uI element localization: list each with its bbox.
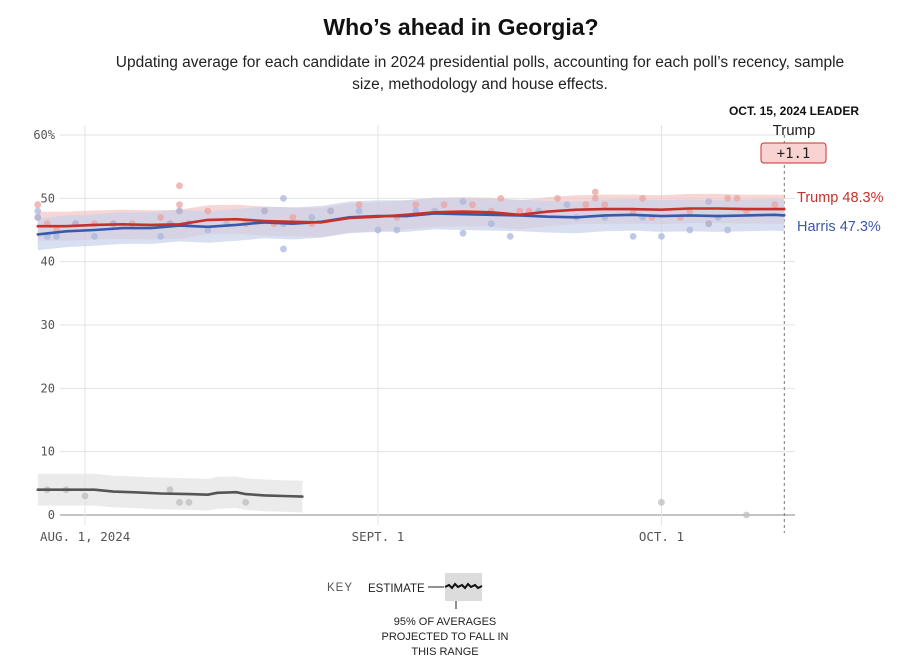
y-tick-label: 60% [33,128,55,142]
poll-dot-trump [497,194,505,202]
poll-dot-trump [412,201,420,209]
chart-title: Who’s ahead in Georgia? [323,14,599,40]
key-legend: KEY ESTIMATE 95% OF AVERAGES PROJECTED TO F… [327,573,509,658]
poll-dot-other [81,492,89,500]
poll-dot-trump [733,194,741,202]
y-tick-label: 30 [41,318,55,332]
poll-dot-trump [355,201,363,209]
average-line-trump [36,207,786,228]
x-tick-label: SEPT. 1 [352,529,405,544]
poll-dot-trump [176,201,183,209]
key-estimate-line [444,582,483,590]
y-tick-label: 20 [41,381,55,395]
poll-dot-trump [554,194,561,202]
band-layer [37,193,785,513]
leader-margin-badge [760,142,827,164]
poll-dot-harris [53,232,61,240]
harris-end-label: Harris 47.3% [797,219,881,235]
poll-dot-trump [639,194,646,202]
grid-layer [60,125,795,533]
key-range-note-line: THIS RANGE [411,646,478,658]
average-lines-layer [36,207,786,498]
poll-dot-harris [705,198,713,205]
chart-subtitle: Updating average for each candidate in 2… [115,54,845,93]
poll-dot-harris [327,207,335,215]
poll-dot-trump [582,201,590,209]
poll-dot-harris [459,198,467,205]
poll-dot-harris [506,232,514,240]
poll-dot-trump [601,201,609,209]
poll-dot-trump [516,207,524,215]
key-range-note-line: 95% OF AVERAGES [394,616,497,628]
poll-dot-harris [280,245,287,253]
key-range-note-line: PROJECTED TO FALL IN [382,631,509,643]
poll-dot-harris [34,213,42,221]
poll-dot-trump [591,194,599,202]
poll-dot-harris [724,226,731,234]
y-tick-label: 50 [41,191,55,205]
poll-dot-harris [686,226,694,234]
poll-dot-harris [705,220,713,228]
poll-dot-trump [176,182,183,190]
poll-dot-harris [176,207,183,215]
poll-dot-trump [724,194,731,202]
poll-dots-layer [34,182,779,519]
poll-dot-harris [34,207,42,215]
poll-dot-other [176,498,183,506]
poll-dot-other [658,498,665,506]
poll-dot-harris [157,232,165,240]
y-tick-label: 40 [41,255,55,269]
poll-dot-trump [469,201,476,209]
poll-dot-other [166,486,174,494]
key-label: KEY [327,582,353,594]
poll-dot-other [185,498,193,506]
average-line-other [36,488,304,498]
poll-dot-harris [459,229,467,237]
poll-dot-harris [563,201,571,209]
trump-end-label: Trump 48.3% [797,190,884,206]
poll-dot-trump [440,201,448,209]
poll-dot-harris [658,232,665,240]
x-tick-label: OCT. 1 [639,529,684,544]
leader-margin-value: +1.1 [777,146,811,162]
confidence-band-harris [37,197,785,251]
poll-dot-harris [629,232,637,240]
poll-dot-harris [261,207,268,215]
poll-dot-harris [308,213,316,221]
x-tick-label: AUG. 1, 2024 [40,529,130,544]
poll-dot-harris [374,226,382,234]
leader-heading: OCT. 15, 2024 LEADER [729,104,859,118]
y-tick-label: 10 [41,445,55,459]
poll-dot-trump [157,213,165,221]
key-estimate-label: ESTIMATE [368,583,425,595]
poll-dot-trump [289,213,297,221]
poll-dot-harris [91,232,98,240]
poll-dot-harris [487,220,495,228]
labels-layer: 0 10 20 30 40 50 60% AUG. 1, 2024 SEPT. 1 OCT. 1 T… [33,104,883,544]
poll-dot-trump [771,201,779,209]
y-tick-label: 0 [48,508,55,522]
poll-dot-harris [393,226,401,234]
poll-dot-harris [355,207,363,215]
leader-name: Trump [773,122,816,139]
poll-dot-harris [280,194,287,202]
poll-dot-other [743,511,750,519]
poll-dot-other [242,498,250,506]
poll-dot-trump [204,207,212,215]
poll-dot-trump [591,188,599,196]
poll-dot-trump [34,201,42,209]
poll-dot-harris [204,226,212,234]
